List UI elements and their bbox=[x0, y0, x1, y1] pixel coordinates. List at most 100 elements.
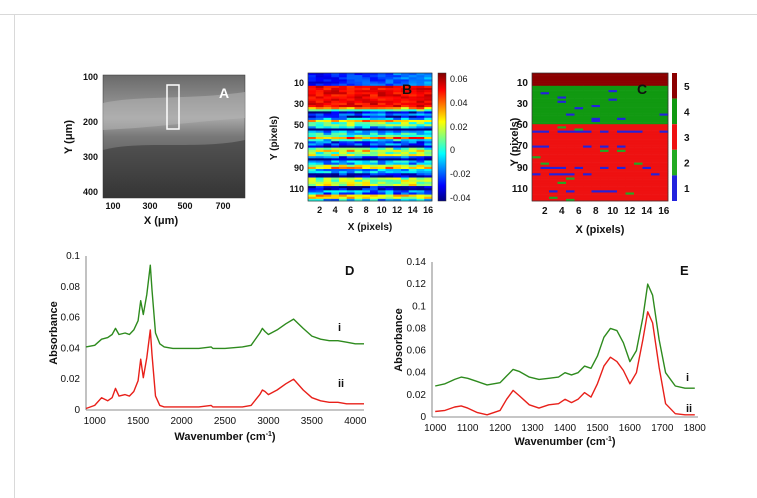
c-heatmap-cell bbox=[532, 192, 541, 195]
c-heatmap-cell bbox=[557, 105, 567, 108]
b-heatmap-cell bbox=[331, 177, 340, 180]
b-heatmap-cell bbox=[308, 122, 317, 125]
c-heatmap-cell bbox=[557, 115, 567, 119]
b-heatmap-cell bbox=[424, 143, 433, 146]
c-heatmap-cell bbox=[557, 190, 567, 193]
b-heatmap-cell bbox=[362, 151, 371, 155]
b-heatmap-cell bbox=[385, 130, 394, 134]
b-heatmap-cell bbox=[362, 166, 371, 170]
c-heatmap-cell bbox=[574, 132, 584, 136]
b-heatmap-cell bbox=[315, 192, 324, 195]
b-colorbar-tick-label: 0.04 bbox=[450, 98, 468, 108]
b-heatmap-cell bbox=[331, 96, 340, 99]
c-heatmap-cell bbox=[540, 109, 550, 112]
b-colorbar-tick-label: -0.04 bbox=[450, 193, 471, 203]
c-heatmap-cell bbox=[617, 124, 626, 127]
c-heatmap-cell bbox=[600, 81, 609, 84]
c-heatmap-cell bbox=[659, 162, 669, 166]
c-heatmap-cell bbox=[617, 160, 626, 163]
b-heatmap-cell bbox=[331, 196, 340, 200]
b-heatmap-cell bbox=[424, 145, 433, 148]
c-heatmap-cell bbox=[540, 173, 550, 176]
c-heatmap-cell bbox=[540, 100, 550, 104]
c-heatmap-cell bbox=[540, 154, 550, 157]
c-heatmap-cell bbox=[532, 102, 541, 106]
b-heatmap-cell bbox=[323, 196, 332, 200]
c-heatmap-cell bbox=[600, 117, 609, 121]
b-heatmap-cell bbox=[346, 100, 355, 104]
c-heatmap-cell bbox=[566, 130, 575, 134]
b-heatmap-cell bbox=[416, 139, 425, 142]
c-heatmap-cell bbox=[608, 177, 618, 180]
b-heatmap-cell bbox=[385, 100, 394, 104]
b-heatmap-cell bbox=[408, 102, 417, 106]
b-heatmap-cell bbox=[331, 198, 340, 202]
c-heatmap-cell bbox=[532, 81, 541, 84]
b-heatmap-cell bbox=[377, 171, 386, 174]
c-heatmap-cell bbox=[659, 81, 669, 84]
b-heatmap-cell bbox=[362, 156, 371, 159]
b-heatmap-cell bbox=[354, 132, 363, 136]
b-heatmap-cell bbox=[401, 164, 410, 168]
c-heatmap-cell bbox=[617, 177, 626, 180]
b-heatmap-cell bbox=[416, 179, 425, 183]
b-heatmap-cell bbox=[339, 128, 348, 131]
c-heatmap-cell bbox=[642, 192, 652, 195]
c-heatmap-cell bbox=[634, 173, 643, 176]
b-heatmap-cell bbox=[424, 105, 433, 108]
b-heatmap-cell bbox=[408, 160, 417, 163]
c-heatmap-cell bbox=[625, 156, 635, 159]
b-heatmap-cell bbox=[308, 87, 317, 91]
c-heatmap-cell bbox=[608, 196, 618, 200]
c-heatmap-cell bbox=[625, 98, 635, 102]
b-heatmap-cell bbox=[323, 128, 332, 131]
b-heatmap-cell bbox=[346, 111, 355, 114]
c-heatmap-cell bbox=[532, 77, 541, 80]
b-heatmap-cell bbox=[377, 132, 386, 136]
b-heatmap-cell bbox=[362, 143, 371, 146]
c-heatmap-cell bbox=[617, 190, 626, 193]
b-heatmap-cell bbox=[315, 188, 324, 191]
b-heatmap-cell bbox=[308, 100, 317, 104]
c-heatmap-cell bbox=[566, 113, 575, 116]
c-heatmap-cell bbox=[651, 107, 660, 110]
c-heatmap-cell bbox=[583, 128, 592, 131]
c-heatmap-cell bbox=[642, 132, 652, 136]
c-heatmap-cell bbox=[608, 192, 618, 195]
b-heatmap-cell bbox=[401, 169, 410, 172]
c-heatmap-cell bbox=[591, 105, 601, 108]
c-heatmap-cell bbox=[591, 154, 601, 157]
c-heatmap-cell bbox=[532, 111, 541, 114]
c-heatmap-cell bbox=[642, 77, 652, 80]
c-heatmap-cell bbox=[549, 75, 558, 78]
c-heatmap-cell bbox=[540, 81, 550, 84]
c-heatmap-cell bbox=[583, 151, 592, 155]
c-heatmap-cell bbox=[566, 192, 575, 195]
c-heatmap-cell bbox=[557, 139, 567, 142]
c-heatmap-cell bbox=[600, 111, 609, 114]
b-heatmap-cell bbox=[362, 102, 371, 106]
b-heatmap-cell bbox=[331, 75, 340, 78]
c-x-tick-label: 12 bbox=[624, 206, 636, 217]
c-heatmap-cell bbox=[583, 105, 592, 108]
b-heatmap-cell bbox=[308, 79, 317, 82]
d-x-tick-label: 2000 bbox=[170, 416, 193, 427]
c-heatmap-cell bbox=[532, 98, 541, 102]
c-heatmap-cell bbox=[549, 190, 558, 193]
c-heatmap-cell bbox=[617, 113, 626, 116]
c-heatmap-cell bbox=[600, 75, 609, 78]
b-heatmap-cell bbox=[385, 164, 394, 168]
c-heatmap-cell bbox=[532, 94, 541, 97]
c-colorbar bbox=[672, 73, 677, 201]
c-heatmap-cell bbox=[617, 192, 626, 195]
c-heatmap-cell bbox=[642, 166, 652, 170]
b-y-tick-label: 110 bbox=[289, 184, 304, 194]
b-heatmap-cell bbox=[308, 134, 317, 138]
c-heatmap-cell bbox=[600, 181, 609, 185]
b-heatmap-cell bbox=[416, 98, 425, 102]
c-heatmap-cell bbox=[617, 126, 626, 129]
b-heatmap-cell bbox=[393, 105, 402, 108]
b-heatmap-cell bbox=[401, 177, 410, 180]
c-heatmap-cell bbox=[591, 115, 601, 119]
c-heatmap-cell bbox=[617, 151, 626, 155]
